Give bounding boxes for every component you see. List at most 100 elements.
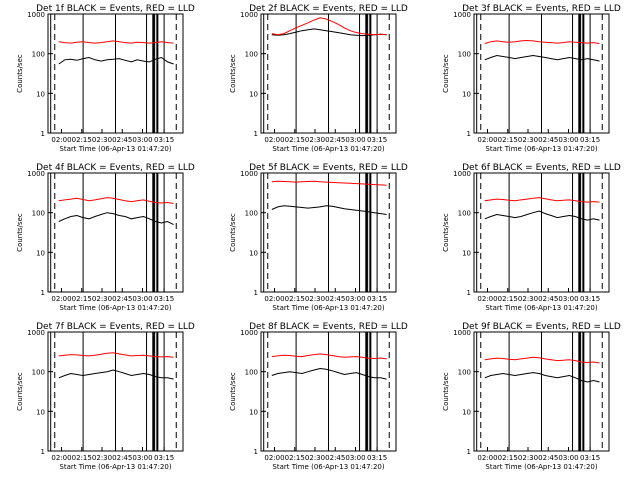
- y-tick-label: 1: [467, 289, 471, 297]
- x-axis-label: Start Time (06-Apr-13 01:47:20): [272, 145, 384, 153]
- y-tick-label: 1000: [240, 329, 258, 337]
- x-axis-label: Start Time (06-Apr-13 01:47:20): [485, 145, 597, 153]
- x-tick-label: 03:15: [580, 454, 600, 462]
- y-tick-label: 1000: [27, 170, 45, 178]
- x-tick-label: 03:00: [558, 136, 578, 144]
- y-tick-label: 1000: [240, 11, 258, 19]
- subplot-2: Det 2f BLACK = Events, RED = LLD 1 10 100 10…: [229, 4, 408, 153]
- y-tick-label: 100: [458, 210, 471, 218]
- subplot-8: Det 8f BLACK = Events, RED = LLD 1 10 100 10…: [229, 322, 408, 471]
- x-tick-label: 03:00: [558, 295, 578, 303]
- subplot-title: Det 3f BLACK = Events, RED = LLD: [462, 4, 621, 14]
- x-tick-label: 02:15: [72, 295, 92, 303]
- subplot-title: Det 2f BLACK = Events, RED = LLD: [249, 4, 408, 14]
- x-tick-label: 02:00: [477, 454, 497, 462]
- y-axis-label: Counts/sec: [16, 213, 24, 252]
- x-axis-label: Start Time (06-Apr-13 01:47:20): [59, 463, 171, 471]
- subplot-6: Det 6f BLACK = Events, RED = LLD 1 10 100 10…: [442, 163, 621, 312]
- lld-series-line: [484, 197, 600, 203]
- y-axis-label: Counts/sec: [442, 213, 450, 252]
- x-tick-label: 02:30: [518, 454, 538, 462]
- x-tick-label: 03:15: [580, 295, 600, 303]
- y-tick-label: 1: [254, 130, 258, 138]
- events-series-line: [58, 56, 174, 65]
- x-tick-label: 02:30: [92, 454, 112, 462]
- x-tick-label: 03:15: [367, 295, 387, 303]
- subplot-1: Det 1f BLACK = Events, RED = LLD 1 10 100 10…: [16, 4, 195, 153]
- x-axis-label: Start Time (06-Apr-13 01:47:20): [59, 304, 171, 312]
- x-tick-label: 02:45: [112, 295, 132, 303]
- x-tick-label: 03:15: [154, 136, 174, 144]
- x-tick-label: 02:30: [305, 136, 325, 144]
- subplot-title: Det 9f BLACK = Events, RED = LLD: [462, 322, 621, 332]
- subplot-5: Det 5f BLACK = Events, RED = LLD 1 10 100 10…: [229, 163, 408, 312]
- subplot-4: Det 4f BLACK = Events, RED = LLD 1 10 100 10…: [16, 163, 195, 312]
- x-axis-label: Start Time (06-Apr-13 01:47:20): [272, 304, 384, 312]
- x-tick-label: 02:30: [305, 454, 325, 462]
- y-axis-label: Counts/sec: [229, 372, 237, 411]
- x-tick-label: 02:45: [325, 136, 345, 144]
- y-tick-label: 1: [254, 448, 258, 456]
- lld-series-line: [484, 39, 600, 44]
- x-tick-label: 02:15: [285, 454, 305, 462]
- y-tick-label: 10: [462, 249, 471, 257]
- y-tick-label: 100: [458, 369, 471, 377]
- lld-series-line: [58, 352, 174, 358]
- x-tick-label: 03:00: [345, 136, 365, 144]
- x-tick-label: 02:00: [264, 136, 284, 144]
- x-tick-label: 03:15: [367, 454, 387, 462]
- x-tick-label: 02:30: [518, 136, 538, 144]
- x-tick-label: 02:30: [518, 295, 538, 303]
- y-tick-label: 1: [467, 130, 471, 138]
- subplot-title: Det 6f BLACK = Events, RED = LLD: [462, 163, 621, 173]
- y-tick-label: 1: [41, 130, 45, 138]
- events-series-line: [484, 210, 600, 221]
- y-tick-label: 1000: [453, 170, 471, 178]
- lld-series-line: [484, 356, 600, 364]
- x-tick-label: 02:30: [92, 136, 112, 144]
- lld-series-line: [58, 197, 174, 204]
- lld-series-line: [58, 40, 174, 44]
- y-tick-label: 1: [41, 289, 45, 297]
- y-axis-label: Counts/sec: [442, 372, 450, 411]
- y-tick-label: 10: [249, 90, 258, 98]
- y-axis-label: Counts/sec: [16, 372, 24, 411]
- x-tick-label: 03:15: [367, 136, 387, 144]
- subplot-title: Det 1f BLACK = Events, RED = LLD: [36, 4, 195, 14]
- y-tick-label: 1000: [453, 329, 471, 337]
- x-tick-label: 03:00: [345, 295, 365, 303]
- events-series-line: [484, 54, 600, 62]
- x-tick-label: 02:45: [538, 454, 558, 462]
- events-series-line: [271, 367, 387, 380]
- y-tick-label: 100: [245, 369, 258, 377]
- x-tick-label: 03:15: [154, 454, 174, 462]
- x-tick-label: 03:00: [132, 136, 152, 144]
- y-axis-label: Counts/sec: [16, 54, 24, 93]
- lld-series-line: [271, 17, 387, 36]
- y-tick-label: 1000: [453, 11, 471, 19]
- x-tick-label: 02:45: [325, 295, 345, 303]
- subplot-9: Det 9f BLACK = Events, RED = LLD 1 10 100 10…: [442, 322, 621, 471]
- x-tick-label: 02:45: [112, 454, 132, 462]
- x-tick-label: 02:15: [285, 136, 305, 144]
- x-tick-label: 02:15: [498, 454, 518, 462]
- x-tick-label: 02:00: [477, 136, 497, 144]
- x-tick-label: 02:30: [92, 295, 112, 303]
- x-tick-label: 03:15: [580, 136, 600, 144]
- subplot-title: Det 5f BLACK = Events, RED = LLD: [249, 163, 408, 173]
- x-tick-label: 03:00: [132, 454, 152, 462]
- events-series-line: [58, 212, 174, 226]
- y-axis-label: Counts/sec: [229, 54, 237, 93]
- events-series-line: [271, 205, 387, 215]
- x-axis-label: Start Time (06-Apr-13 01:47:20): [272, 463, 384, 471]
- x-tick-label: 02:00: [477, 295, 497, 303]
- lld-series-line: [271, 180, 387, 186]
- y-tick-label: 1: [41, 448, 45, 456]
- y-tick-label: 10: [36, 249, 45, 257]
- y-tick-label: 1: [254, 289, 258, 297]
- y-tick-label: 10: [36, 408, 45, 416]
- y-tick-label: 10: [462, 408, 471, 416]
- events-series-line: [271, 28, 387, 37]
- x-tick-label: 02:30: [305, 295, 325, 303]
